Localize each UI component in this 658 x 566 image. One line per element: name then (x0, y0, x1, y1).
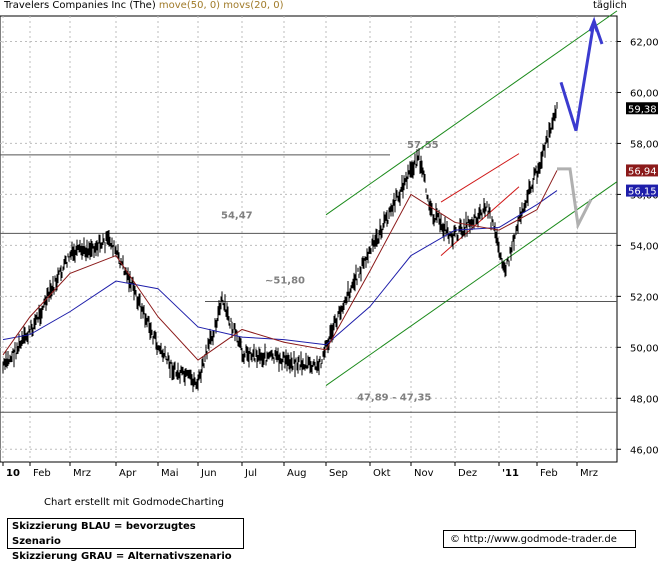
y-tick-label: 52,00 (630, 292, 658, 303)
blue-scenario-path (559, 20, 604, 132)
y-tick-label: 46,00 (630, 445, 658, 456)
x-tick-label: '11 (502, 468, 519, 479)
x-tick-label: Jul (244, 468, 257, 479)
legend-blue: Skizzierung BLAU = bevorzugtes Szenario (12, 521, 196, 547)
level-label: 54,47 (221, 210, 253, 221)
horizontal-levels: 57,55 54,47 ~51,80 47,89 - 47,35 (0, 140, 617, 413)
flag-lower-line (440, 186, 520, 256)
blue-scenario-arrowhead (588, 16, 599, 32)
level-label: 57,55 (407, 140, 439, 151)
indicator-ma20-label: movs(20, 0) (223, 0, 284, 11)
channel-lower-line (325, 181, 618, 386)
x-tick-label: Sep (329, 468, 348, 479)
flag-upper-line (440, 153, 520, 203)
indicator-ma50-label: move(50, 0) (158, 0, 221, 11)
y-tick-label: 60,00 (630, 88, 658, 99)
channel-upper-line (325, 10, 618, 216)
ma50-line (2, 190, 558, 346)
y-tick-label: 62,00 (630, 37, 658, 48)
level-label: ~51,80 (265, 275, 305, 286)
x-tick-label: Nov (414, 468, 434, 479)
source-url: http://www.godmode-trader.de (463, 534, 617, 545)
y-tick-label: 48,00 (630, 394, 658, 405)
price-tag-box (626, 164, 658, 177)
x-tick-label: Apr (119, 468, 137, 479)
ma20-line (2, 170, 558, 361)
y-tick-label: 50,00 (630, 343, 658, 354)
price-tag-label: 56,94 (628, 166, 657, 177)
x-tick-label: Jun (200, 468, 217, 479)
title-text: Travelers Companies Inc (The) (4, 0, 156, 11)
price-tag-label: 59,38 (628, 104, 657, 115)
period-label: täglich (593, 0, 627, 11)
price-tag-label: 56,15 (628, 187, 657, 198)
scenario-legend: Skizzierung BLAU = bevorzugtes Szenario … (7, 518, 244, 562)
x-tick-label: Mrz (73, 468, 91, 479)
x-tick-label: Feb (33, 468, 51, 479)
x-tick-label: 10 (6, 468, 20, 479)
trend-channel (325, 10, 618, 386)
price-chart: 46,0048,0050,0052,0054,0056,0058,0060,00… (0, 10, 658, 479)
price-series (2, 102, 558, 393)
plot-area (0, 15, 618, 463)
price-tag-box (626, 184, 658, 197)
x-tick-label: Dez (458, 468, 477, 479)
price-tags: 59,38 56,94 56,15 (626, 102, 658, 198)
y-tick-label: 58,00 (630, 139, 658, 150)
price-tag-box (626, 102, 658, 115)
y-axis: 46,0048,0050,0052,0054,0056,0058,0060,00… (616, 16, 658, 462)
x-tick-label: Aug (287, 468, 307, 479)
grey-scenario-path (557, 167, 593, 230)
level-label: 47,89 - 47,35 (357, 392, 431, 403)
x-tick-label: Mai (161, 468, 179, 479)
chart-title: Travelers Companies Inc (The) move(50, 0… (4, 0, 284, 11)
y-tick-label: 54,00 (630, 241, 658, 252)
source-box: © http://www.godmode-trader.de (443, 530, 636, 548)
x-axis: 10 Feb Mrz Apr Mai Jun Jul Aug Sep Okt Nov Dez '11 Fe… (2, 462, 598, 479)
x-tick-label: Feb (540, 468, 558, 479)
x-tick-label: Okt (373, 468, 391, 479)
x-tick-label: Mrz (580, 468, 598, 479)
legend-grey: Skizzierung GRAU = Alternativszenario (12, 551, 232, 562)
copyright-icon: © (450, 534, 460, 545)
credit-text: Chart erstellt mit GodmodeCharting (44, 497, 224, 508)
